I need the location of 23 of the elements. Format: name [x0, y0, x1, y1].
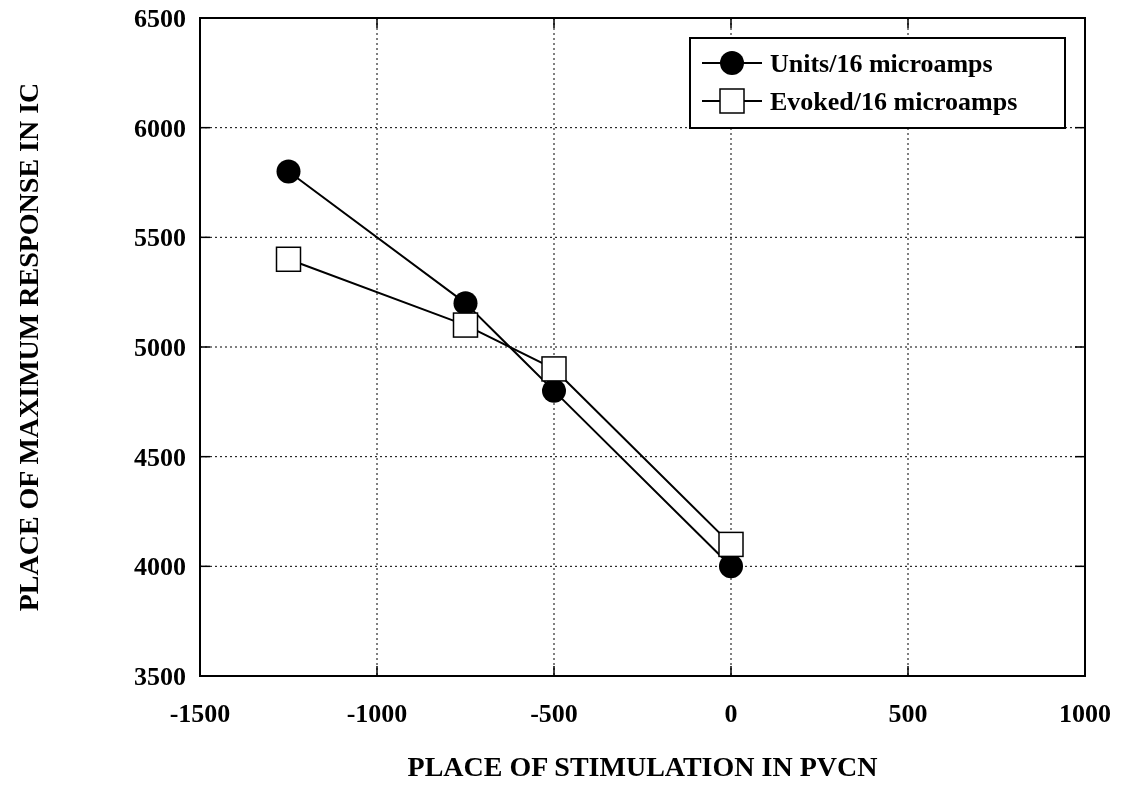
- x-tick-label: -1000: [346, 699, 408, 728]
- x-tick-label: 1000: [1059, 699, 1111, 728]
- y-tick-label: 3500: [134, 662, 186, 691]
- x-tick-label: -500: [530, 699, 578, 728]
- x-tick-label: -1500: [169, 699, 231, 728]
- y-tick-label: 6000: [134, 113, 186, 143]
- point: [276, 159, 301, 184]
- point: [718, 531, 744, 558]
- point: [452, 312, 479, 338]
- point: [541, 356, 567, 382]
- x-tick-label: 500: [888, 699, 928, 728]
- y-tick-label: 4500: [134, 442, 186, 472]
- y-axis-title: PLACE OF MAXIMUM RESPONSE IN IC: [13, 82, 44, 612]
- point: [275, 246, 302, 273]
- x-tick-label: 0: [724, 699, 738, 728]
- point: [719, 554, 743, 579]
- x-axis-title: PLACE OF STIMULATION IN PVCN: [407, 751, 878, 782]
- y-tick-label: 4000: [134, 552, 186, 582]
- legend-label: Evoked/16 microamps: [770, 87, 1018, 116]
- y-tick-label: 5500: [134, 223, 186, 253]
- y-tick-label: 5000: [134, 333, 186, 362]
- y-tick-label: 6500: [134, 4, 186, 33]
- legend-label: Units/16 microamps: [770, 49, 993, 78]
